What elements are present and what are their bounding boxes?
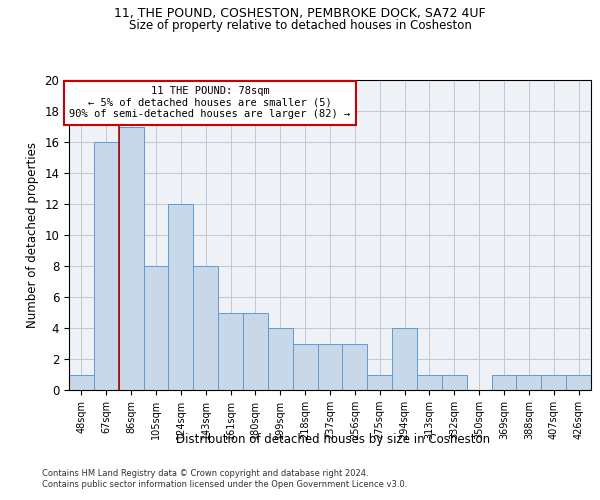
Bar <box>517 374 541 390</box>
Bar <box>343 344 367 390</box>
Text: 11 THE POUND: 78sqm
← 5% of detached houses are smaller (5)
90% of semi-detached: 11 THE POUND: 78sqm ← 5% of detached hou… <box>70 86 350 120</box>
Bar <box>119 126 143 390</box>
Text: Distribution of detached houses by size in Cosheston: Distribution of detached houses by size … <box>176 432 490 446</box>
Text: Contains public sector information licensed under the Open Government Licence v3: Contains public sector information licen… <box>42 480 407 489</box>
Text: 11, THE POUND, COSHESTON, PEMBROKE DOCK, SA72 4UF: 11, THE POUND, COSHESTON, PEMBROKE DOCK,… <box>114 8 486 20</box>
Bar <box>243 312 268 390</box>
Bar <box>367 374 392 390</box>
Bar <box>94 142 119 390</box>
Bar <box>566 374 591 390</box>
Y-axis label: Number of detached properties: Number of detached properties <box>26 142 39 328</box>
Bar <box>491 374 517 390</box>
Bar <box>193 266 218 390</box>
Bar <box>392 328 417 390</box>
Bar <box>218 312 243 390</box>
Bar <box>442 374 467 390</box>
Bar <box>417 374 442 390</box>
Bar <box>293 344 317 390</box>
Bar <box>143 266 169 390</box>
Bar <box>69 374 94 390</box>
Bar <box>169 204 193 390</box>
Bar <box>317 344 343 390</box>
Text: Contains HM Land Registry data © Crown copyright and database right 2024.: Contains HM Land Registry data © Crown c… <box>42 468 368 477</box>
Bar <box>268 328 293 390</box>
Bar <box>541 374 566 390</box>
Text: Size of property relative to detached houses in Cosheston: Size of property relative to detached ho… <box>128 18 472 32</box>
